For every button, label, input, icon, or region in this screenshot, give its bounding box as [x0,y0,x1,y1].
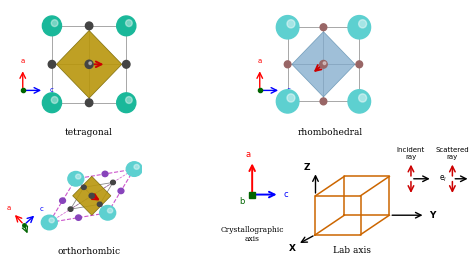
Circle shape [89,62,91,65]
Circle shape [287,20,295,28]
Circle shape [118,188,124,194]
Circle shape [48,60,55,68]
Text: X: X [289,243,296,252]
Text: ray: ray [405,154,417,160]
Circle shape [82,185,86,190]
Polygon shape [73,176,111,215]
Circle shape [117,93,136,113]
Text: Scattered: Scattered [436,147,469,153]
Circle shape [348,16,371,39]
Circle shape [359,20,366,28]
Circle shape [287,94,295,102]
Circle shape [75,215,82,220]
Circle shape [276,90,299,113]
Circle shape [68,172,84,186]
Circle shape [49,218,55,223]
Circle shape [41,215,57,230]
Circle shape [320,98,327,105]
Circle shape [126,97,132,103]
Text: e$_i$: e$_i$ [439,173,447,184]
Text: Lab axis: Lab axis [333,246,371,255]
Circle shape [320,60,327,68]
Circle shape [359,94,366,102]
Circle shape [85,22,93,30]
Circle shape [42,93,62,113]
Text: c: c [286,87,291,93]
Text: ray: ray [447,154,458,160]
Circle shape [108,208,113,213]
Circle shape [85,60,93,68]
Text: orthorhombic: orthorhombic [57,247,121,256]
Text: b: b [239,197,244,206]
Text: a: a [258,58,262,64]
Circle shape [323,62,326,65]
Text: Crystallographic
axis: Crystallographic axis [220,226,284,243]
Circle shape [68,207,73,211]
Text: Y: Y [429,211,436,220]
Text: rhombohedral: rhombohedral [298,129,363,138]
Polygon shape [56,30,122,98]
Text: a: a [7,205,11,211]
Circle shape [110,180,115,185]
Circle shape [100,205,116,220]
Circle shape [89,193,94,198]
Circle shape [284,61,291,68]
Text: tetragonal: tetragonal [65,129,113,138]
Circle shape [123,60,130,68]
Circle shape [117,16,136,36]
Polygon shape [292,32,355,97]
Circle shape [51,97,58,103]
Circle shape [356,61,363,68]
Circle shape [276,16,299,39]
Circle shape [42,16,62,36]
Circle shape [51,20,58,27]
Circle shape [348,90,371,113]
Circle shape [97,202,102,206]
Circle shape [102,171,108,177]
Text: Z: Z [303,163,310,172]
Text: c: c [283,190,288,199]
Circle shape [85,99,93,107]
Circle shape [126,20,132,27]
Circle shape [75,174,81,179]
Circle shape [60,198,65,203]
Circle shape [134,164,139,169]
Text: c: c [39,206,43,212]
Circle shape [320,24,327,31]
Circle shape [126,162,142,176]
Text: a: a [21,58,25,64]
Text: a: a [246,150,251,159]
Text: c: c [49,87,54,93]
Text: Incident: Incident [397,147,425,153]
